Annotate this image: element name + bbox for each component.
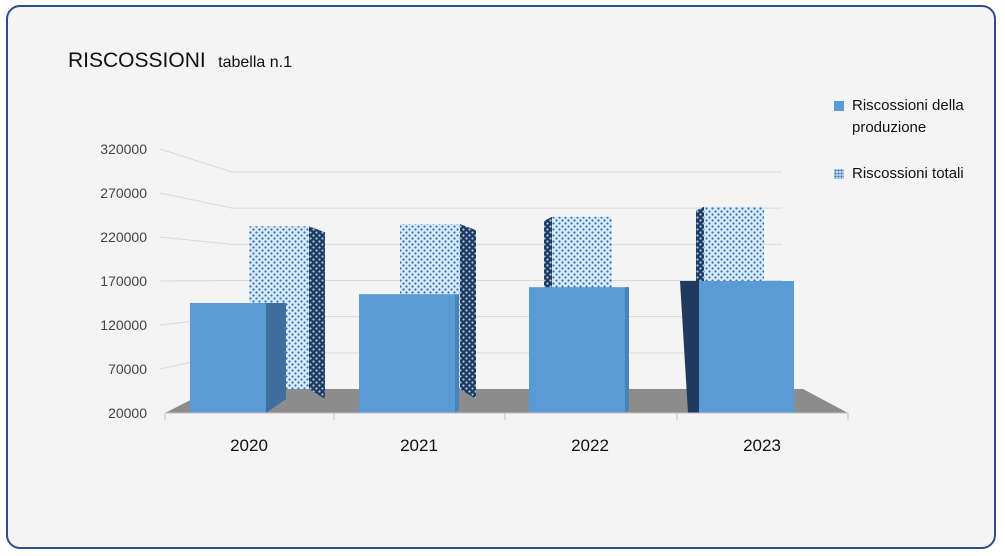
chart-title: RISCOSSIONI (68, 49, 206, 72)
legend: Riscossioni della produzione Riscossioni… (834, 95, 999, 209)
y-tick-label: 120000 (100, 317, 147, 333)
x-category-label: 2020 (230, 436, 268, 455)
x-category-label: 2023 (743, 436, 781, 455)
bar-produzione-2023 (699, 281, 794, 413)
y-tick-label: 220000 (100, 229, 147, 245)
chart-floor (165, 389, 848, 413)
bar-side-produzione (680, 281, 699, 413)
chart-subtitle: tabella n.1 (218, 54, 292, 71)
x-category-label: 2021 (400, 436, 438, 455)
y-tick-label: 320000 (100, 141, 147, 157)
legend-item-totali: Riscossioni totali (834, 163, 999, 185)
y-tick-label: 170000 (100, 273, 147, 289)
bar-side-produzione (625, 287, 629, 413)
bar-produzione-2022 (529, 287, 625, 413)
y-tick-label: 20000 (108, 405, 147, 421)
legend-swatch-produzione (834, 101, 844, 111)
gridline (159, 148, 782, 173)
x-category-label: 2022 (571, 436, 609, 455)
legend-swatch-totali (834, 169, 844, 179)
bar-side-produzione (455, 294, 459, 413)
bar-side-totali (460, 224, 476, 399)
bar-produzione-2021 (359, 294, 455, 413)
legend-item-produzione: Riscossioni della produzione (834, 95, 999, 139)
bar-side-produzione (266, 303, 286, 413)
gridline (159, 192, 782, 209)
legend-label-produzione: Riscossioni della produzione (852, 97, 964, 136)
chart-frame: RISCOSSIONI tabella n.1 Riscossioni dell… (6, 5, 996, 549)
y-tick-label: 70000 (108, 361, 147, 377)
bar-side-totali (309, 226, 325, 399)
legend-label-totali: Riscossioni totali (852, 165, 964, 182)
bar-produzione-2020 (190, 303, 266, 413)
y-tick-label: 270000 (100, 185, 147, 201)
chart-title-block: RISCOSSIONI tabella n.1 (68, 49, 292, 73)
